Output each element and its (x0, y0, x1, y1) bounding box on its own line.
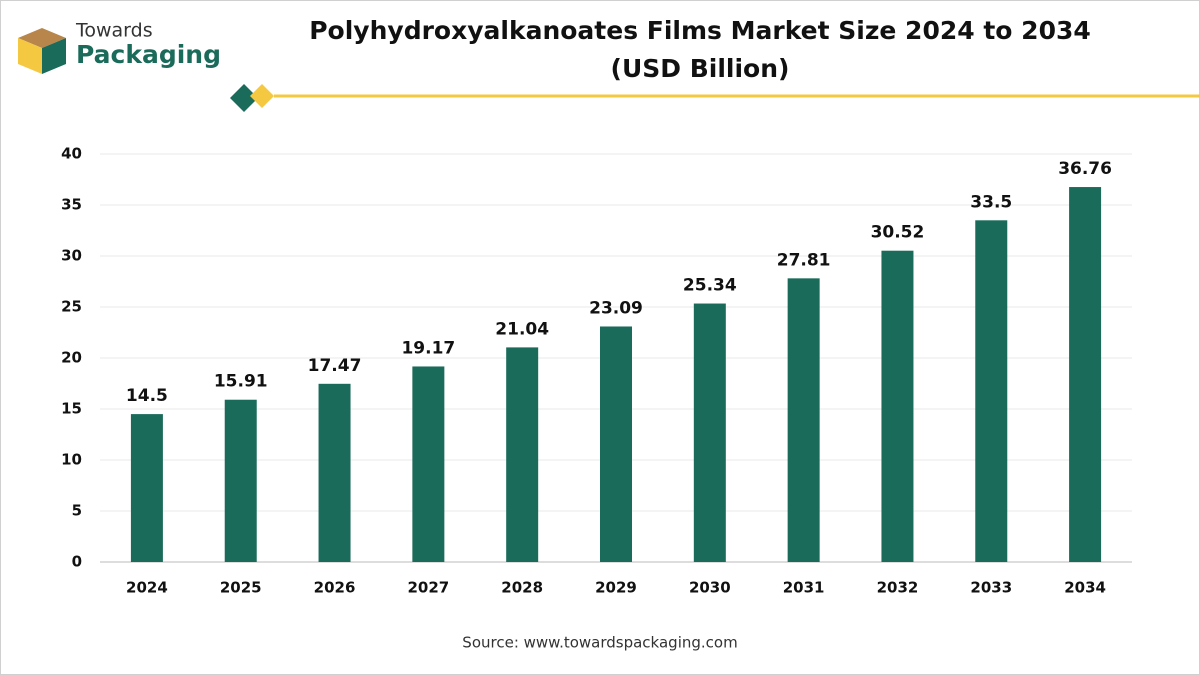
value-label: 19.17 (401, 338, 455, 358)
x-tick-label: 2025 (220, 579, 262, 597)
y-tick-label: 15 (61, 400, 82, 418)
bar (787, 278, 820, 562)
value-label: 17.47 (308, 356, 362, 376)
chart-subtitle: (USD Billion) (611, 54, 790, 83)
y-tick-label: 20 (61, 349, 82, 367)
value-label: 36.76 (1058, 159, 1112, 179)
bar (224, 399, 257, 562)
bar (600, 326, 632, 562)
decoration (230, 84, 1200, 112)
x-tick-label: 2032 (877, 579, 919, 597)
bar (130, 414, 163, 562)
logo-text: Towards (75, 20, 153, 42)
source: Source: www.towardspackaging.com (462, 634, 737, 652)
value-label: 23.09 (589, 298, 643, 318)
y-tick-label: 25 (61, 298, 82, 316)
x-tick-label: 2027 (407, 579, 449, 597)
x-tick-label: 2031 (783, 579, 825, 597)
x-tick-label: 2034 (1064, 579, 1106, 597)
bar (318, 383, 351, 562)
value-label: 25.34 (683, 276, 737, 296)
bar (693, 303, 726, 562)
bar (412, 366, 445, 562)
value-label: 27.81 (777, 250, 831, 270)
bar (881, 250, 914, 563)
y-tick-label: 10 (61, 451, 82, 469)
x-tick-label: 2033 (970, 579, 1012, 597)
y-tick-label: 5 (72, 502, 82, 520)
logo-text: Packaging (76, 40, 221, 69)
x-tick-label: 2030 (689, 579, 731, 597)
chart-title: Polyhydroxyalkanoates Films Market Size … (309, 16, 1091, 45)
bar (506, 347, 539, 562)
value-label: 30.52 (871, 223, 925, 243)
x-tick-label: 2029 (595, 579, 637, 597)
value-label: 14.5 (126, 386, 168, 406)
x-tick-label: 2024 (126, 579, 168, 597)
y-tick-label: 30 (61, 247, 82, 265)
y-tick-label: 0 (72, 553, 82, 571)
value-label: 33.5 (970, 192, 1012, 212)
x-tick-label: 2028 (501, 579, 543, 597)
bar (975, 220, 1008, 563)
y-tick-label: 35 (61, 196, 82, 214)
logo: Towards Packaging (18, 20, 221, 74)
value-label: 21.04 (495, 319, 549, 339)
bar (1069, 187, 1102, 562)
y-tick-label: 40 (61, 145, 82, 163)
x-tick-label: 2026 (314, 579, 356, 597)
value-label: 15.91 (214, 372, 268, 392)
